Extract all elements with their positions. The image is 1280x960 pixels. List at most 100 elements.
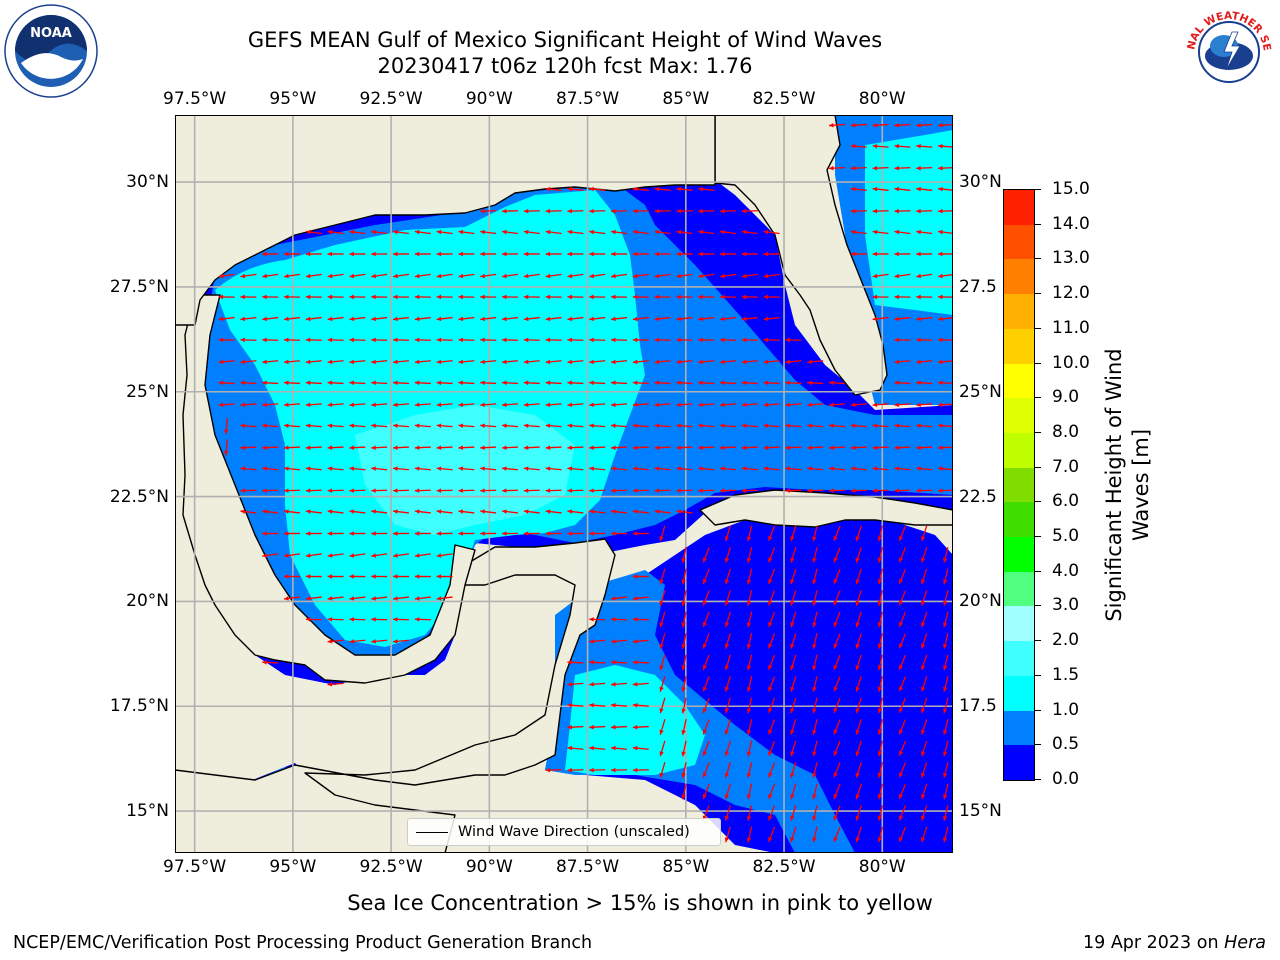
wind-wave-arrow xyxy=(327,682,344,687)
wind-wave-arrow xyxy=(828,445,846,450)
wind-wave-arrow xyxy=(746,783,753,800)
wind-wave-arrow xyxy=(916,316,933,322)
wind-wave-arrow xyxy=(894,445,911,450)
bottom-lon-tick: 92.5°W xyxy=(359,857,423,877)
wind-wave-arrow xyxy=(916,488,933,493)
colorbar-tick-mark xyxy=(1034,570,1041,572)
wind-wave-arrow xyxy=(768,676,776,692)
colorbar-segment xyxy=(1004,398,1034,433)
wind-wave-arrow xyxy=(610,380,628,386)
wind-wave-arrow xyxy=(872,466,889,471)
wind-wave-arrow xyxy=(719,294,737,300)
wind-wave-arrow xyxy=(698,488,715,493)
wind-wave-arrow xyxy=(501,337,519,343)
colorbar-segment xyxy=(1004,745,1034,780)
wind-wave-arrow xyxy=(349,337,366,343)
wind-wave-arrow xyxy=(850,251,867,257)
wind-wave-arrow xyxy=(349,402,366,408)
wind-wave-arrow xyxy=(240,359,257,365)
wind-wave-arrow xyxy=(877,762,884,778)
wind-wave-arrow xyxy=(567,702,584,708)
colorbar-tick-label: 15.0 xyxy=(1052,179,1090,199)
wind-wave-arrow xyxy=(218,402,235,408)
wind-wave-arrow xyxy=(719,251,737,257)
wind-wave-arrow xyxy=(763,337,780,343)
colorbar-tick-mark xyxy=(1034,466,1041,468)
wind-wave-arrow xyxy=(392,596,410,601)
cyan-band-south xyxy=(565,665,705,775)
wind-wave-arrow xyxy=(698,466,715,471)
wind-wave-arrow xyxy=(681,633,687,649)
wind-wave-arrow xyxy=(850,122,867,128)
wind-wave-arrow xyxy=(305,466,322,471)
colorbar-tick-mark xyxy=(1034,258,1041,260)
wind-wave-arrow xyxy=(305,509,322,514)
wind-wave-arrow xyxy=(872,294,889,300)
wind-wave-arrow xyxy=(920,826,928,843)
wind-wave-arrow xyxy=(719,380,737,386)
wind-wave-arrow xyxy=(763,316,780,322)
wind-wave-arrow xyxy=(894,466,911,471)
wind-wave-arrow xyxy=(937,337,953,343)
wind-wave-arrow xyxy=(937,402,953,408)
wind-wave-arrow xyxy=(349,251,366,257)
wind-wave-arrow xyxy=(327,553,344,558)
wind-wave-arrow xyxy=(698,445,715,450)
wind-wave-arrow xyxy=(855,805,862,821)
noaa-logo-text: NOAA xyxy=(30,26,72,41)
wind-wave-arrow xyxy=(719,402,737,408)
wind-wave-arrow xyxy=(741,445,758,450)
wind-wave-arrow xyxy=(676,251,693,257)
wind-wave-arrow xyxy=(567,402,584,408)
wind-wave-arrow xyxy=(719,273,737,279)
top-lon-tick: 92.5°W xyxy=(359,89,423,109)
wind-wave-arrow xyxy=(414,466,431,471)
wind-wave-arrow xyxy=(872,273,889,279)
wind-wave-arrow xyxy=(349,316,366,322)
wind-wave-arrow xyxy=(828,122,846,128)
wind-wave-arrow xyxy=(414,316,431,322)
wind-wave-arrow xyxy=(545,767,562,773)
wind-wave-arrow xyxy=(501,466,519,471)
wind-wave-arrow xyxy=(920,762,928,778)
wind-wave-arrow xyxy=(659,762,666,778)
florida xyxy=(714,115,888,396)
wind-wave-arrow xyxy=(920,590,928,606)
wind-wave-arrow xyxy=(833,547,841,563)
wind-wave-arrow xyxy=(894,423,911,428)
wind-wave-arrow xyxy=(877,805,884,821)
wind-wave-arrow xyxy=(523,337,540,343)
wind-wave-arrow xyxy=(567,660,584,665)
wind-wave-arrow xyxy=(681,654,687,671)
wind-wave-arrow xyxy=(283,531,301,536)
colorbar-segment xyxy=(1004,606,1034,642)
wind-wave-arrow xyxy=(833,590,841,606)
wind-wave-arrow xyxy=(371,445,388,450)
left-lat-tick: 20°N xyxy=(126,591,169,612)
bottom-lon-tick: 95°W xyxy=(269,857,317,877)
wind-wave-arrow xyxy=(436,251,453,257)
wind-wave-arrow xyxy=(632,509,649,514)
wind-wave-arrow xyxy=(681,740,687,757)
wind-wave-arrow xyxy=(632,639,649,644)
wind-wave-arrow xyxy=(501,488,519,493)
wind-wave-arrow xyxy=(855,590,862,606)
wind-wave-arrow xyxy=(305,402,322,408)
wind-wave-arrow xyxy=(702,697,710,714)
wind-wave-arrow xyxy=(850,208,867,214)
wind-wave-arrow xyxy=(589,208,606,214)
wind-wave-arrow xyxy=(610,359,628,365)
wind-wave-arrow xyxy=(414,553,431,558)
wind-wave-arrow xyxy=(681,568,687,585)
wind-wave-arrow xyxy=(833,826,841,843)
wind-wave-arrow xyxy=(698,423,715,428)
wind-wave-arrow xyxy=(916,229,933,235)
wind-wave-arrow xyxy=(790,783,797,800)
wind-wave-arrow xyxy=(349,380,366,386)
wind-wave-arrow xyxy=(414,380,431,386)
wind-wave-arrow xyxy=(724,697,731,714)
wind-wave-arrow xyxy=(898,676,907,692)
wind-wave-arrow xyxy=(414,617,431,622)
water-contours xyxy=(175,115,953,853)
wind-wave-arrow xyxy=(654,359,671,365)
